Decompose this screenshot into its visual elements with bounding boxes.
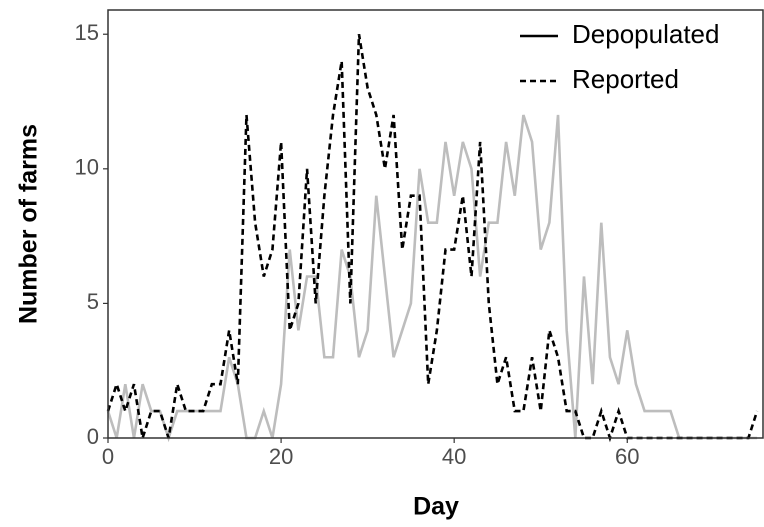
data-line [106, 114, 758, 443]
plot-border [107, 9, 764, 439]
x-tick-label: 0 [102, 444, 114, 469]
legend-label: Depopulated [572, 19, 719, 49]
y-tick-label: 0 [87, 424, 99, 449]
legend-label: Reported [572, 64, 679, 94]
y-tick-label: 15 [75, 20, 99, 45]
y-axis-title: Number of farms [15, 124, 43, 324]
data-line [106, 34, 759, 443]
x-tick-label: 60 [615, 444, 639, 469]
y-tick-label: 10 [75, 155, 99, 180]
x-axis-title: Day [413, 493, 459, 521]
x-tick-label: 40 [442, 444, 466, 469]
y-tick-label: 5 [87, 289, 99, 314]
x-tick-label: 20 [269, 444, 293, 469]
